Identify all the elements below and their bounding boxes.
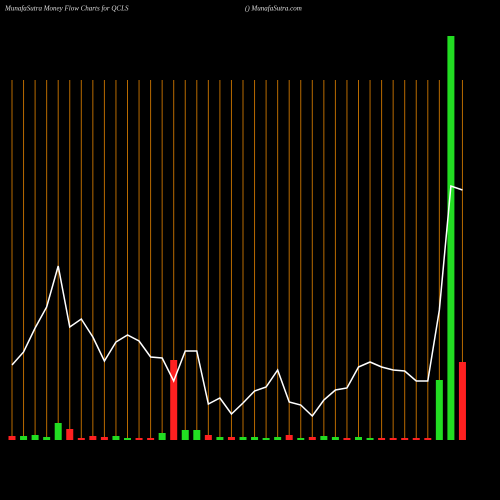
bar xyxy=(251,437,259,440)
bar xyxy=(170,360,178,440)
bar xyxy=(262,438,270,440)
bar xyxy=(66,429,74,440)
bar xyxy=(124,438,131,440)
bar xyxy=(193,430,201,440)
bar xyxy=(366,438,374,440)
bar xyxy=(343,438,351,440)
bar xyxy=(401,438,409,440)
chart-subtitle: () MunafaSutra.com xyxy=(245,5,302,13)
bar xyxy=(227,437,235,440)
bar xyxy=(378,438,386,440)
bar xyxy=(8,436,16,440)
bar xyxy=(100,437,108,440)
bar xyxy=(458,362,466,440)
bar xyxy=(331,437,339,440)
bar xyxy=(147,438,155,440)
bar xyxy=(181,430,189,440)
bar xyxy=(435,380,443,440)
bar xyxy=(43,437,51,440)
bar xyxy=(204,435,212,440)
bar xyxy=(77,438,85,440)
bar xyxy=(216,437,224,440)
bar xyxy=(447,36,455,440)
bar xyxy=(89,436,97,440)
bar xyxy=(135,438,143,440)
bar xyxy=(297,438,305,440)
bar xyxy=(158,433,166,440)
bar xyxy=(54,423,62,440)
bar xyxy=(389,438,397,440)
bar xyxy=(308,437,316,440)
bar xyxy=(31,435,39,440)
bar xyxy=(424,438,432,440)
bar xyxy=(274,437,282,440)
chart-title: MunafaSutra Money Flow Charts for QCLS xyxy=(4,5,129,13)
bar xyxy=(285,435,293,440)
bar xyxy=(239,437,247,440)
bar xyxy=(320,436,328,440)
bar xyxy=(20,436,28,440)
money-flow-line xyxy=(11,184,463,418)
bar xyxy=(112,436,120,440)
bar xyxy=(355,437,362,440)
bar xyxy=(412,438,420,440)
